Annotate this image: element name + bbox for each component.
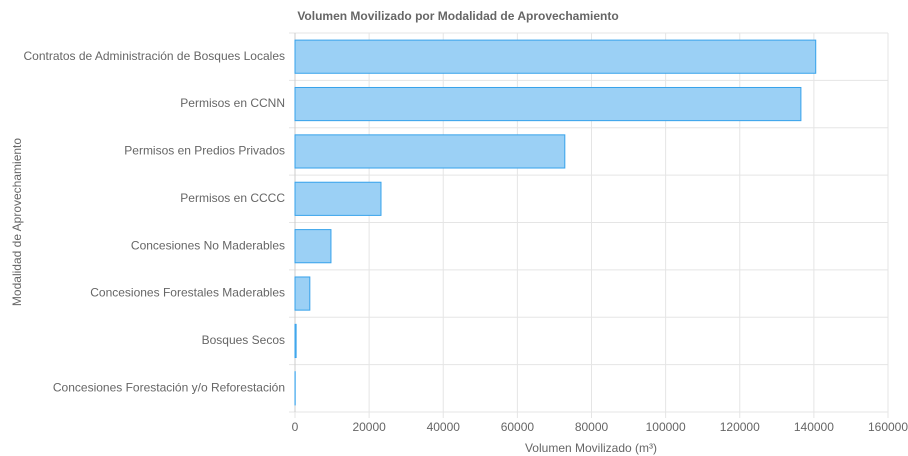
bar [294, 229, 332, 264]
bar [294, 134, 566, 169]
bar [294, 39, 817, 74]
y-axis-label: Modalidad de Aprovechamiento [10, 138, 24, 306]
x-tick-label: 80000 [575, 420, 609, 434]
bar [294, 276, 311, 311]
y-tick-label: Concesiones No Maderables [131, 238, 285, 252]
x-tick-label: 100000 [646, 420, 686, 434]
y-tick-label: Concesiones Forestación y/o Reforestació… [53, 380, 285, 394]
x-tick-label: 60000 [501, 420, 535, 434]
y-tick-label: Contratos de Administración de Bosques L… [24, 49, 286, 63]
y-tick-label: Permisos en CCCC [180, 191, 285, 205]
bar [294, 181, 382, 216]
y-tick-label: Permisos en CCNN [180, 96, 285, 110]
x-axis-label: Volumen Movilizado (m³) [525, 441, 657, 455]
x-tick-label: 140000 [794, 420, 834, 434]
x-tick-label: 20000 [352, 420, 386, 434]
y-tick-label: Permisos en Predios Privados [124, 144, 285, 158]
x-tick-label: 40000 [427, 420, 461, 434]
x-tick-label: 160000 [868, 420, 908, 434]
y-tick-label: Bosques Secos [202, 333, 285, 347]
chart-title: Volumen Movilizado por Modalidad de Apro… [297, 9, 618, 23]
x-tick-label: 0 [292, 420, 299, 434]
y-tick-label: Concesiones Forestales Maderables [90, 286, 285, 300]
bar [294, 323, 297, 359]
x-tick-label: 120000 [720, 420, 760, 434]
bar [294, 86, 802, 122]
